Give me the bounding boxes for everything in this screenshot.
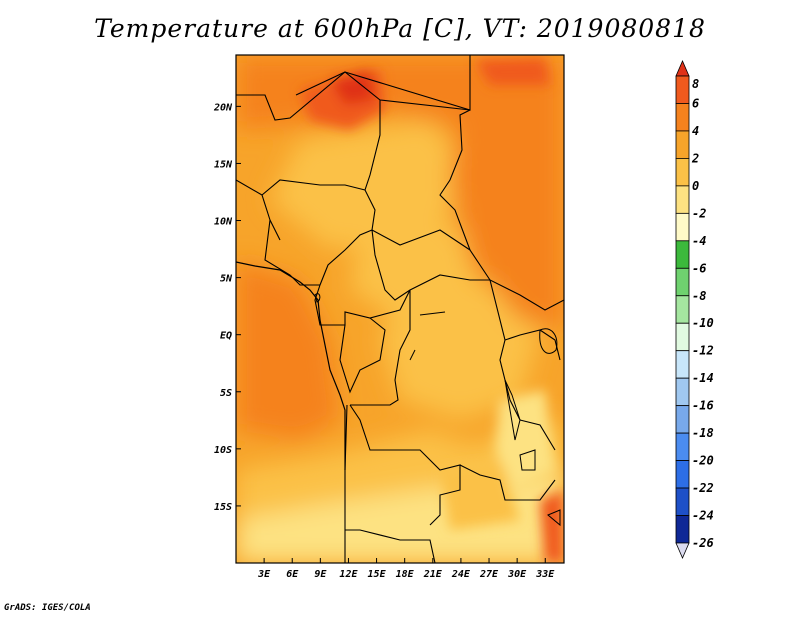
- colorbar-label: -6: [692, 261, 706, 275]
- country-borders: [236, 55, 564, 563]
- colorbar-swatch: [675, 130, 690, 159]
- plot-frame: [235, 54, 565, 564]
- y-tick-label: 10S: [214, 445, 232, 456]
- colorbar-swatch: [675, 75, 690, 104]
- x-tick-label: 18E: [396, 569, 415, 580]
- colorbar-label: -8: [692, 289, 706, 303]
- colorbar-swatch: [675, 460, 690, 489]
- x-axis: 3E 6E 9E 12E 15E 18E 21E 24E 27E 30E 33E: [257, 558, 555, 580]
- x-tick-label: 33E: [535, 569, 555, 580]
- colorbar-bottom-arrow: [675, 542, 690, 560]
- colorbar-swatch: [675, 350, 690, 379]
- colorbar-swatch: [675, 212, 690, 242]
- colorbar-swatch: [675, 295, 690, 324]
- x-tick-label: 12E: [339, 569, 358, 580]
- colorbar-label: -10: [692, 316, 714, 330]
- colorbar-swatch: [675, 405, 690, 434]
- x-tick-label: 27E: [479, 569, 499, 580]
- colorbar-label: -12: [692, 344, 714, 358]
- y-axis: 20N 15N 10N 5N EQ 5S 10S 15S: [213, 102, 241, 513]
- colorbar-label: -22: [692, 481, 714, 495]
- coastline: [235, 261, 346, 470]
- colorbar-label: 8: [692, 77, 699, 91]
- colorbar-swatch: [675, 240, 690, 269]
- colorbar-swatch: [675, 322, 690, 352]
- colorbar-label: -16: [692, 399, 714, 413]
- colorbar-swatch: [675, 432, 690, 461]
- colorbar-label: 2: [691, 151, 699, 165]
- x-tick-label: 3E: [257, 569, 271, 580]
- x-tick-label: 24E: [451, 569, 471, 580]
- colorbar: 8 6 4 2 0 -2 -4 -6 -8 -10 -12 -14 -16 -18 -20 -22 -24 -26: [675, 59, 714, 560]
- colorbar-top-arrow: [675, 59, 690, 77]
- x-tick-label: 30E: [507, 569, 527, 580]
- colorbar-label: 0: [692, 179, 699, 193]
- y-tick-label: 10N: [214, 217, 233, 228]
- colorbar-swatch: [675, 487, 690, 516]
- grads-credit: GrADS: IGES/COLA: [4, 603, 91, 613]
- y-tick-label: 5N: [220, 274, 233, 285]
- colorbar-label: -14: [692, 371, 714, 385]
- y-tick-label: 15N: [214, 159, 233, 170]
- colorbar-label: -4: [692, 234, 706, 248]
- colorbar-label: -24: [692, 509, 714, 523]
- x-tick-label: 21E: [423, 569, 443, 580]
- colorbar-label: 6: [692, 96, 699, 110]
- colorbar-swatch: [675, 158, 690, 187]
- y-tick-label: 15S: [214, 502, 232, 513]
- colorbar-swatch: [675, 103, 690, 132]
- x-tick-label: 15E: [368, 569, 387, 580]
- y-tick-label: 20N: [213, 102, 233, 113]
- y-tick-label: 5S: [220, 388, 232, 399]
- colorbar-label: -26: [692, 536, 714, 550]
- colorbar-swatch: [675, 377, 690, 407]
- colorbar-swatch: [675, 185, 690, 214]
- colorbar-label: -2: [692, 206, 706, 220]
- lakes: [314, 293, 561, 527]
- colorbar-label: 4: [692, 124, 699, 138]
- colorbar-label: -18: [692, 426, 714, 440]
- map-title: Temperature at 600hPa [C], VT: 201908081…: [94, 14, 706, 43]
- x-tick-label: 6E: [286, 569, 299, 580]
- y-tick-label: EQ: [220, 331, 232, 342]
- colorbar-swatch: [675, 515, 690, 544]
- colorbar-swatch: [675, 267, 690, 297]
- colorbar-label: -20: [692, 454, 714, 468]
- x-tick-label: 9E: [314, 569, 327, 580]
